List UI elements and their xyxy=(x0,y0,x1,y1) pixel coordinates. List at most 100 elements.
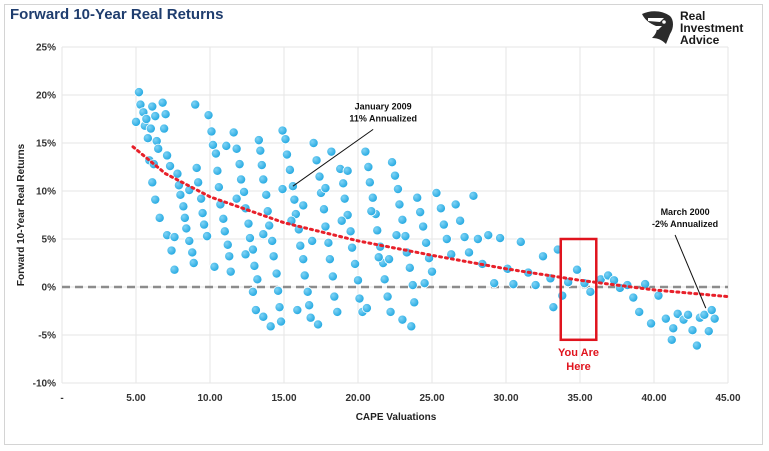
y-tick-label: 20% xyxy=(36,91,56,102)
data-point xyxy=(384,254,395,265)
data-point xyxy=(389,170,400,181)
annotations: January 2009 11% Annualized March 2000 -2% … xyxy=(292,101,718,309)
data-point xyxy=(538,251,549,262)
data-point xyxy=(421,237,432,248)
you-are-here-box: You Are Here xyxy=(558,237,599,373)
x-tick-label: 20.00 xyxy=(345,393,370,404)
data-point xyxy=(385,306,396,317)
data-point xyxy=(147,101,158,112)
data-point xyxy=(193,177,204,188)
data-point xyxy=(271,268,282,279)
annotation-text: March 2000 xyxy=(661,207,710,217)
scatter-points xyxy=(130,87,720,351)
data-point xyxy=(459,232,470,243)
data-point xyxy=(261,189,272,200)
chart-title: Forward 10-Year Real Returns xyxy=(10,6,224,23)
data-point xyxy=(221,140,232,151)
data-point xyxy=(324,254,335,265)
data-point xyxy=(240,249,251,260)
data-point xyxy=(706,305,717,316)
data-point xyxy=(530,280,541,291)
data-point xyxy=(463,247,474,258)
x-axis-title: CAPE Valuations xyxy=(356,412,437,423)
data-point xyxy=(298,254,309,265)
data-point xyxy=(153,143,164,154)
y-tick-label: 25% xyxy=(36,43,56,54)
data-point xyxy=(329,291,340,302)
data-point xyxy=(175,189,186,200)
data-point xyxy=(224,251,235,262)
data-point xyxy=(313,319,324,330)
data-point xyxy=(179,212,190,223)
data-point xyxy=(130,116,141,127)
data-point xyxy=(691,340,702,351)
data-point xyxy=(404,262,415,273)
logo: Real Investment Advice xyxy=(642,9,743,47)
data-point xyxy=(438,219,449,230)
data-point xyxy=(162,150,173,161)
x-tick-label: 25.00 xyxy=(419,393,444,404)
x-tick-label: - xyxy=(60,393,63,404)
data-point xyxy=(258,174,269,185)
data-point xyxy=(407,280,418,291)
data-point xyxy=(320,221,331,232)
data-point xyxy=(305,312,316,323)
data-point xyxy=(274,302,285,313)
data-point xyxy=(572,264,583,275)
data-point xyxy=(236,174,247,185)
data-point xyxy=(406,321,417,332)
highlight-box xyxy=(559,237,598,342)
data-point xyxy=(219,226,230,237)
data-point xyxy=(160,109,171,120)
data-point xyxy=(666,334,677,345)
axis-ticks: - 5.00 10.00 15.00 20.00 25.00 30.00 35.00 40.00… xyxy=(33,43,741,405)
y-tick-label: 10% xyxy=(36,187,56,198)
x-tick-label: 5.00 xyxy=(126,393,146,404)
data-point xyxy=(394,199,405,210)
data-point xyxy=(450,199,461,210)
data-point xyxy=(342,165,353,176)
data-point xyxy=(307,235,318,246)
annotation-text: -2% Annualized xyxy=(652,219,718,229)
data-point xyxy=(157,97,168,108)
data-point xyxy=(262,206,273,217)
logo-line-2: Investment xyxy=(680,21,743,35)
data-point xyxy=(187,247,198,258)
data-point xyxy=(483,230,494,241)
data-point xyxy=(150,111,161,122)
data-point xyxy=(426,266,437,277)
y-tick-label: -5% xyxy=(38,331,56,342)
data-point xyxy=(366,206,377,217)
data-point xyxy=(252,274,263,285)
data-point xyxy=(372,225,383,236)
data-point xyxy=(342,209,353,220)
data-point xyxy=(277,184,288,195)
data-point xyxy=(199,219,210,230)
data-point xyxy=(345,226,356,237)
data-point xyxy=(302,286,313,297)
data-point xyxy=(188,257,199,268)
you-are-here-label: You Are xyxy=(558,347,599,359)
data-point xyxy=(268,251,279,262)
data-point xyxy=(352,275,363,286)
data-point xyxy=(668,323,679,334)
data-point xyxy=(687,325,698,336)
data-point xyxy=(239,186,250,197)
data-point xyxy=(299,270,310,281)
data-point xyxy=(166,245,177,256)
data-point xyxy=(184,235,195,246)
eagle-head-icon xyxy=(642,11,673,44)
data-point xyxy=(373,252,384,263)
data-point xyxy=(213,182,224,193)
data-point xyxy=(409,297,420,308)
annotation-text: January 2009 xyxy=(355,101,412,111)
data-point xyxy=(264,220,275,231)
you-are-here-label: Here xyxy=(566,361,590,373)
data-point xyxy=(435,203,446,214)
data-point xyxy=(212,165,223,176)
y-axis-title: Forward 10-Year Real Returns xyxy=(16,143,27,286)
data-point xyxy=(391,230,402,241)
data-point xyxy=(218,213,229,224)
data-point xyxy=(548,302,559,313)
